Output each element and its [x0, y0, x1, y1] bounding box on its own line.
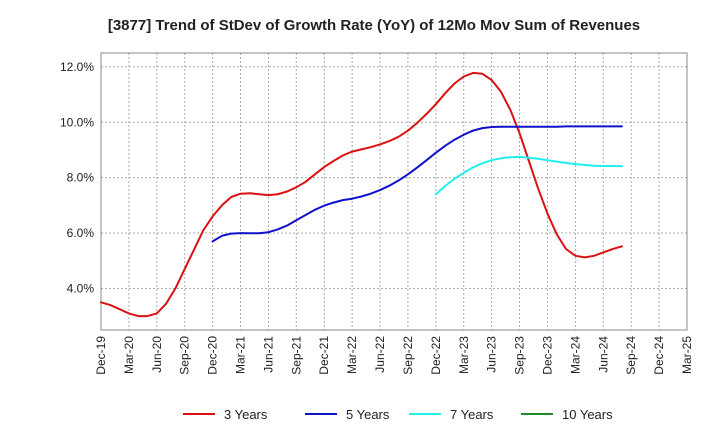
y-tick-label: 6.0% — [67, 226, 95, 240]
y-tick-label: 4.0% — [67, 281, 95, 295]
y-tick-label: 8.0% — [67, 171, 95, 185]
chart-title: [3877] Trend of StDev of Growth Rate (Yo… — [108, 17, 640, 34]
series-line-5-years — [211, 125, 623, 243]
legend-label-3-years: 3 Years — [224, 407, 268, 422]
x-tick-label: Jun-24 — [596, 336, 610, 373]
x-tick-label: Dec-21 — [317, 336, 331, 375]
x-tick-label: Sep-20 — [178, 336, 192, 375]
x-axis-ticks: Dec-19 Mar-20 Jun-20 Sep-20 Dec-20 Mar-21 Jun-… — [94, 336, 694, 375]
x-tick-label: Sep-24 — [624, 336, 638, 375]
x-tick-label: Mar-23 — [457, 336, 471, 374]
legend-label-10-years: 10 Years — [562, 407, 613, 422]
y-axis-ticks: 4.0% 6.0% 8.0% 10.0% 12.0% — [60, 60, 94, 296]
x-tick-label: Mar-25 — [680, 336, 694, 374]
x-tick-label: Dec-20 — [206, 336, 220, 375]
legend: 3 Years 5 Years 7 Years 10 Years — [183, 407, 613, 422]
series-line-3-years — [100, 71, 623, 318]
series-lines — [100, 71, 623, 318]
plot-area — [101, 53, 687, 330]
x-tick-label: Jun-20 — [150, 336, 164, 373]
plot-frame — [100, 52, 688, 331]
x-tick-label: Sep-23 — [513, 336, 527, 375]
x-tick-label: Dec-24 — [652, 336, 666, 375]
x-tick-label: Jun-22 — [373, 336, 387, 373]
x-tick-label: Mar-21 — [234, 336, 248, 374]
x-tick-label: Mar-24 — [568, 336, 582, 374]
x-tick-label: Dec-23 — [540, 336, 554, 375]
y-tick-label: 10.0% — [60, 115, 94, 129]
x-tick-label: Mar-20 — [122, 336, 136, 374]
y-grid — [101, 66, 687, 289]
series-line-7-years — [434, 155, 623, 196]
x-tick-label: Jun-23 — [485, 336, 499, 373]
x-tick-label: Jun-21 — [261, 336, 275, 373]
x-tick-label: Sep-22 — [401, 336, 415, 375]
x-tick-label: Mar-22 — [345, 336, 359, 374]
x-tick-label: Dec-22 — [429, 336, 443, 375]
x-tick-label: Sep-21 — [289, 336, 303, 375]
y-tick-label: 12.0% — [60, 60, 94, 74]
legend-label-7-years: 7 Years — [450, 407, 494, 422]
x-tick-label: Dec-19 — [94, 336, 108, 375]
legend-label-5-years: 5 Years — [346, 407, 390, 422]
